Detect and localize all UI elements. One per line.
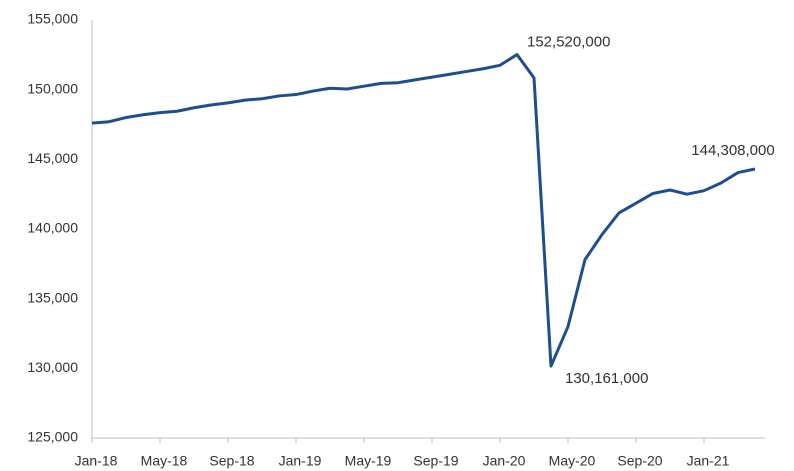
x-tick-label: Jan-19 bbox=[279, 453, 322, 469]
x-tick-label: May-18 bbox=[141, 453, 188, 469]
x-tick-label: May-20 bbox=[549, 453, 596, 469]
y-tick-label: 145,000 bbox=[27, 150, 78, 166]
line bbox=[91, 53, 756, 368]
x-tick-label: Sep-18 bbox=[209, 453, 254, 469]
y-tick-label: 140,000 bbox=[27, 220, 78, 236]
y-tick-label: 155,000 bbox=[27, 11, 78, 27]
y-tick-label: 150,000 bbox=[27, 80, 78, 96]
data-label: 144,308,000 bbox=[691, 142, 774, 159]
x-tick-label: Sep-19 bbox=[413, 453, 458, 469]
data-label: 152,520,000 bbox=[527, 34, 610, 51]
x-tick-label: May-19 bbox=[345, 453, 392, 469]
y-tick-label: 125,000 bbox=[27, 429, 78, 445]
y-tick-label: 135,000 bbox=[27, 289, 78, 305]
x-tick-label: Jan-20 bbox=[483, 453, 526, 469]
x-tick-label: Jan-18 bbox=[75, 453, 118, 469]
data-label: 130,161,000 bbox=[565, 370, 648, 387]
x-tick-label: Jan-21 bbox=[687, 453, 730, 469]
x-tick-label: Sep-20 bbox=[617, 453, 662, 469]
y-tick-label: 130,000 bbox=[27, 359, 78, 375]
